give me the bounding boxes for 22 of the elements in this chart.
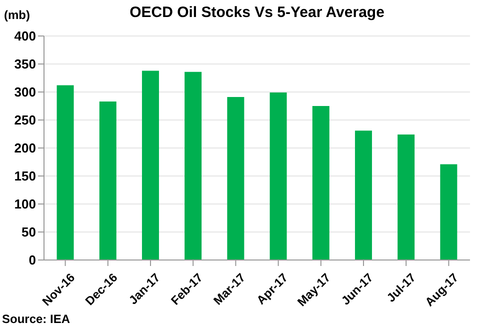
bar — [354, 130, 372, 260]
y-tick-label: 150 — [14, 168, 36, 184]
y-tick-label: 250 — [14, 112, 36, 128]
y-tick-label: 400 — [14, 28, 36, 44]
bar — [56, 85, 74, 260]
y-tick-label: 100 — [14, 196, 36, 212]
y-tick-label: 350 — [14, 56, 36, 72]
bar — [227, 97, 244, 260]
y-tick-label: 50 — [22, 224, 36, 240]
bar — [99, 102, 116, 260]
bar — [312, 106, 330, 260]
chart-title: OECD Oil Stocks Vs 5-Year Average — [128, 4, 386, 21]
bar — [184, 72, 202, 260]
y-axis-title: (mb) — [4, 8, 30, 22]
source-note: Source: IEA — [2, 312, 70, 326]
y-tick-label: 300 — [14, 84, 36, 100]
y-tick-label: 200 — [14, 140, 36, 156]
bar — [270, 92, 287, 260]
bar — [142, 70, 159, 260]
bar — [440, 164, 458, 260]
y-tick-label: 0 — [28, 252, 36, 268]
bar — [398, 134, 415, 260]
